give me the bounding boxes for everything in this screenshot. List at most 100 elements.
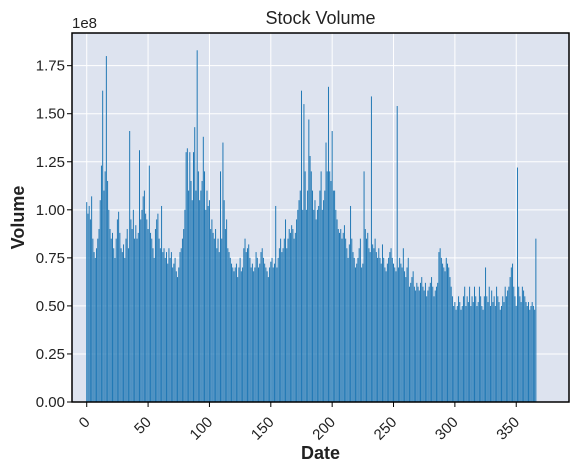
volume-bar <box>188 190 190 402</box>
volume-bar <box>525 302 527 402</box>
volume-bar <box>334 190 336 402</box>
volume-bar <box>235 263 237 403</box>
volume-bar <box>200 190 202 402</box>
volume-bar <box>447 263 448 403</box>
volume-bar <box>104 171 106 403</box>
volume-bar <box>256 257 258 402</box>
volume-bar <box>121 252 123 402</box>
volume-bar <box>179 252 181 402</box>
volume-bar <box>521 286 523 402</box>
volume-bar <box>402 248 404 402</box>
volume-bar <box>261 248 263 402</box>
volume-bar <box>156 219 158 402</box>
volume-bar <box>196 50 198 403</box>
volume-bar <box>186 148 188 402</box>
volume-bar <box>326 171 328 403</box>
volume-bar <box>357 257 359 402</box>
x-tick-label: 100 <box>187 414 217 444</box>
volume-bar <box>291 225 293 402</box>
volume-bar <box>321 209 323 402</box>
volume-bar <box>350 205 352 402</box>
volume-bar <box>253 271 255 402</box>
volume-bar <box>532 305 534 402</box>
volume-bar <box>343 225 345 402</box>
volume-bar <box>86 202 88 402</box>
volume-bar <box>120 248 122 402</box>
volume-bar <box>286 248 288 402</box>
volume-bar <box>89 219 91 402</box>
volume-bar <box>497 296 499 402</box>
x-tick-label: 200 <box>309 414 339 444</box>
volume-bar <box>162 252 164 402</box>
volume-bar <box>529 309 531 402</box>
volume-bar <box>483 296 485 402</box>
x-tick-label: 50 <box>131 414 155 438</box>
volume-bar <box>238 267 240 402</box>
volume-bar <box>197 171 199 403</box>
volume-bar <box>212 232 214 403</box>
volume-bar <box>190 180 192 402</box>
volume-bar <box>181 238 183 402</box>
volume-bar <box>232 267 234 402</box>
volume-bar <box>282 248 284 402</box>
volume-bar <box>503 302 505 402</box>
volume-bar <box>396 106 398 402</box>
volume-bar <box>433 296 435 402</box>
volume-bar <box>519 296 521 402</box>
volume-bar <box>202 136 204 402</box>
volume-bar <box>407 257 409 402</box>
volume-bar <box>87 213 89 402</box>
volume-bar <box>476 305 478 402</box>
volume-bar <box>302 209 304 402</box>
volume-bar <box>124 257 126 402</box>
volume-bar <box>251 263 253 403</box>
volume-bar <box>157 213 159 402</box>
volume-bar <box>444 271 446 402</box>
volume-bar <box>480 296 482 402</box>
volume-bar <box>313 209 315 402</box>
volume-bar <box>130 219 132 402</box>
volume-bar <box>325 142 327 403</box>
volume-bar <box>383 257 385 402</box>
volume-bar <box>397 267 399 402</box>
volume-bar <box>341 238 343 402</box>
volume-bar <box>243 248 245 402</box>
volume-bar <box>400 263 402 403</box>
volume-bar <box>508 286 510 402</box>
volume-bar <box>332 190 334 402</box>
volume-bar <box>107 180 109 402</box>
volume-bar <box>368 248 370 402</box>
volume-bar <box>125 238 127 402</box>
volume-bar <box>459 302 461 402</box>
volume-bar <box>504 286 506 402</box>
volume-bar <box>204 171 206 403</box>
volume-bar <box>277 257 279 402</box>
volume-bar <box>362 263 364 403</box>
volume-bar <box>115 238 117 402</box>
plot-frame <box>71 32 570 403</box>
volume-bar <box>393 263 395 403</box>
volume-bar <box>423 290 425 402</box>
y-tick-label: 0.25 <box>36 346 65 363</box>
volume-bar <box>386 263 388 403</box>
y-tick-label: 1.00 <box>36 202 65 219</box>
volume-bar <box>372 244 374 402</box>
volume-bar <box>411 277 413 402</box>
volume-bar <box>412 271 414 402</box>
volume-bar <box>467 302 469 402</box>
volume-bar <box>424 282 426 402</box>
volume-bar <box>264 263 266 403</box>
volume-bar <box>278 248 280 402</box>
volume-bar <box>340 229 342 402</box>
volume-bar <box>223 200 225 402</box>
volume-bar <box>439 248 441 402</box>
volume-bar <box>471 296 473 402</box>
volume-bar <box>109 229 111 402</box>
volume-bar <box>312 190 314 402</box>
volume-bar <box>335 209 337 402</box>
volume-bar <box>88 205 90 402</box>
volume-bar <box>507 290 509 402</box>
volume-bar <box>206 190 208 402</box>
volume-bar <box>195 190 197 402</box>
volume-bar <box>462 296 464 402</box>
